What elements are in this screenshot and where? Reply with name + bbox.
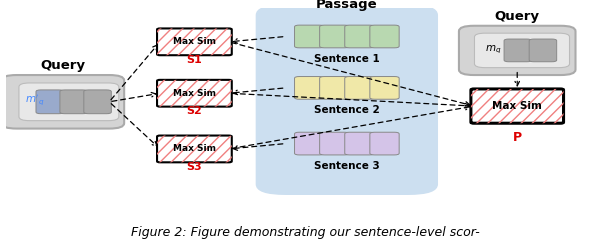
FancyBboxPatch shape xyxy=(320,25,349,48)
FancyBboxPatch shape xyxy=(459,26,575,75)
Text: Figure 2: Figure demonstrating our sentence-level scor-: Figure 2: Figure demonstrating our sente… xyxy=(131,226,479,239)
FancyBboxPatch shape xyxy=(36,90,63,114)
FancyBboxPatch shape xyxy=(256,4,438,195)
FancyBboxPatch shape xyxy=(370,77,399,99)
FancyBboxPatch shape xyxy=(370,25,399,48)
FancyBboxPatch shape xyxy=(529,39,557,62)
FancyBboxPatch shape xyxy=(2,75,124,129)
FancyBboxPatch shape xyxy=(157,80,232,107)
Text: Sentence 3: Sentence 3 xyxy=(314,161,379,171)
Text: Max Sim: Max Sim xyxy=(173,37,216,46)
FancyBboxPatch shape xyxy=(345,25,374,48)
FancyBboxPatch shape xyxy=(504,39,531,62)
Text: Max Sim: Max Sim xyxy=(173,144,216,153)
FancyBboxPatch shape xyxy=(157,136,232,162)
Text: P: P xyxy=(512,131,522,144)
Text: S1: S1 xyxy=(187,55,203,65)
FancyBboxPatch shape xyxy=(19,83,119,121)
FancyBboxPatch shape xyxy=(295,25,324,48)
Text: S3: S3 xyxy=(187,162,203,172)
FancyBboxPatch shape xyxy=(84,90,111,114)
FancyBboxPatch shape xyxy=(471,89,564,123)
FancyBboxPatch shape xyxy=(295,132,324,155)
Text: Max Sim: Max Sim xyxy=(492,101,542,111)
Text: Sentence 1: Sentence 1 xyxy=(314,54,379,64)
Text: Max Sim: Max Sim xyxy=(173,89,216,98)
FancyBboxPatch shape xyxy=(475,33,570,68)
Text: Passage: Passage xyxy=(316,0,378,11)
FancyBboxPatch shape xyxy=(320,132,349,155)
FancyBboxPatch shape xyxy=(345,132,374,155)
Text: Query: Query xyxy=(495,10,540,23)
FancyBboxPatch shape xyxy=(157,28,232,55)
FancyBboxPatch shape xyxy=(60,90,87,114)
FancyBboxPatch shape xyxy=(295,77,324,99)
FancyBboxPatch shape xyxy=(320,77,349,99)
FancyBboxPatch shape xyxy=(370,132,399,155)
Text: Sentence 2: Sentence 2 xyxy=(314,105,379,115)
FancyBboxPatch shape xyxy=(345,77,374,99)
Text: S2: S2 xyxy=(187,106,203,116)
Text: Query: Query xyxy=(40,59,85,72)
Text: $m'_q$: $m'_q$ xyxy=(25,92,45,107)
Text: $m_q$: $m_q$ xyxy=(485,43,501,55)
